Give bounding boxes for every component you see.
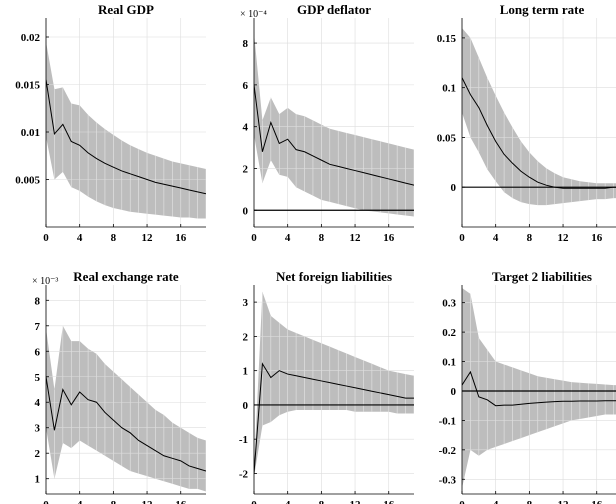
y-tick-label: 0 (243, 205, 249, 217)
y-tick-label: 2 (243, 331, 249, 343)
y-tick-label: 3 (243, 297, 249, 309)
axis-exponent-label: × 10⁻⁴ (240, 9, 267, 20)
confidence-band (254, 291, 414, 477)
median-line (254, 84, 414, 186)
panel-title: Long term rate (500, 2, 585, 17)
x-tick-label: 8 (111, 499, 117, 504)
x-tick-label: 4 (285, 232, 291, 244)
x-tick-label: 16 (591, 499, 603, 504)
y-tick-label: 0.2 (442, 327, 456, 339)
x-tick-label: 16 (175, 232, 187, 244)
y-tick-label: 6 (243, 80, 249, 92)
x-tick-label: 12 (142, 499, 154, 504)
y-tick-label: -0.2 (439, 445, 457, 457)
x-tick-label: 16 (175, 499, 187, 504)
y-tick-label: 0.02 (21, 32, 41, 44)
y-tick-label: 3 (35, 423, 41, 435)
plot-content (254, 18, 414, 227)
x-tick-label: 8 (527, 232, 533, 244)
x-tick-label: 0 (43, 232, 49, 244)
confidence-band (462, 287, 616, 489)
panel-title: Real GDP (98, 2, 154, 17)
x-tick-label: 8 (319, 499, 325, 504)
y-tick-label: 2 (35, 448, 41, 460)
x-tick-label: 8 (319, 232, 325, 244)
y-tick-label: 0.01 (21, 127, 40, 139)
y-tick-label: 1 (243, 366, 249, 378)
panel-title: Net foreign liabilities (276, 269, 392, 284)
y-tick-label: 0.1 (442, 83, 456, 95)
x-tick-label: 12 (142, 232, 154, 244)
median-line (46, 376, 206, 472)
y-tick-label: 7 (35, 321, 41, 333)
y-tick-label: 0.05 (437, 132, 457, 144)
x-tick-label: 16 (591, 232, 603, 244)
y-tick-label: 4 (35, 397, 41, 409)
y-tick-label: -0.1 (439, 415, 456, 427)
x-tick-label: 12 (558, 232, 570, 244)
x-tick-label: 4 (285, 499, 291, 504)
x-tick-label: 4 (77, 232, 83, 244)
x-tick-label: 0 (43, 499, 49, 504)
panel-2: 0 4 8 12 16 0 2 4 6 8 × 10⁻⁴ GDP deflator (240, 2, 414, 244)
x-tick-label: 0 (459, 499, 465, 504)
x-tick-label: 0 (251, 232, 257, 244)
y-tick-label: -0.3 (439, 474, 457, 486)
panel-title: Target 2 liabilities (492, 269, 592, 284)
plot-content (46, 18, 206, 227)
x-tick-label: 8 (527, 499, 533, 504)
panel-title: Real exchange rate (73, 269, 179, 284)
x-tick-label: 12 (350, 499, 362, 504)
median-line (254, 362, 414, 474)
panel-3: 0 4 8 12 16 0 0.05 0.1 0.15 Long term rate (437, 2, 616, 244)
y-tick-label: 4 (243, 122, 249, 134)
axis-exponent-label: × 10⁻³ (32, 276, 58, 287)
y-tick-label: 0.15 (437, 33, 457, 45)
x-tick-label: 12 (558, 499, 570, 504)
y-tick-label: 1 (35, 474, 41, 486)
confidence-band (254, 32, 414, 217)
y-tick-label: 0.015 (15, 80, 40, 92)
plot-content (254, 285, 414, 494)
plot-content (462, 18, 616, 227)
x-tick-label: 8 (111, 232, 117, 244)
x-tick-label: 4 (77, 499, 83, 504)
y-tick-label: 6 (35, 346, 41, 358)
y-tick-label: 0 (451, 182, 457, 194)
y-tick-label: 8 (243, 38, 249, 50)
plot-content (462, 285, 616, 494)
x-tick-label: 4 (493, 232, 499, 244)
x-tick-label: 12 (350, 232, 362, 244)
y-tick-label: 0.1 (442, 357, 456, 369)
plot-content (46, 285, 206, 494)
confidence-band (46, 325, 206, 492)
median-line (462, 370, 616, 407)
median-line (46, 79, 206, 195)
confidence-band (462, 27, 616, 206)
x-tick-label: 0 (251, 499, 257, 504)
median-line (462, 77, 616, 189)
x-tick-label: 4 (493, 499, 499, 504)
y-tick-label: 2 (243, 163, 249, 175)
y-tick-label: -2 (239, 468, 249, 480)
panel-6: 0 4 8 12 16 -0.3 -0.2 -0.1 0 0.1 0.2 0.3 Target 2 li… (439, 269, 616, 504)
y-tick-label: 0.005 (15, 175, 40, 187)
y-tick-label: 0.3 (442, 298, 456, 310)
panel-1: 0 4 8 12 16 0.005 0.01 0.015 0.02 Real GDP (15, 2, 206, 244)
y-tick-label: 5 (35, 372, 41, 384)
y-tick-label: 0 (451, 386, 457, 398)
y-tick-label: 0 (243, 400, 249, 412)
panel-title: GDP deflator (297, 2, 371, 17)
confidence-band (46, 41, 206, 219)
x-tick-label: 16 (383, 499, 395, 504)
x-tick-label: 0 (459, 232, 465, 244)
y-tick-label: -1 (239, 434, 248, 446)
x-tick-label: 16 (383, 232, 395, 244)
y-tick-label: 8 (35, 295, 41, 307)
